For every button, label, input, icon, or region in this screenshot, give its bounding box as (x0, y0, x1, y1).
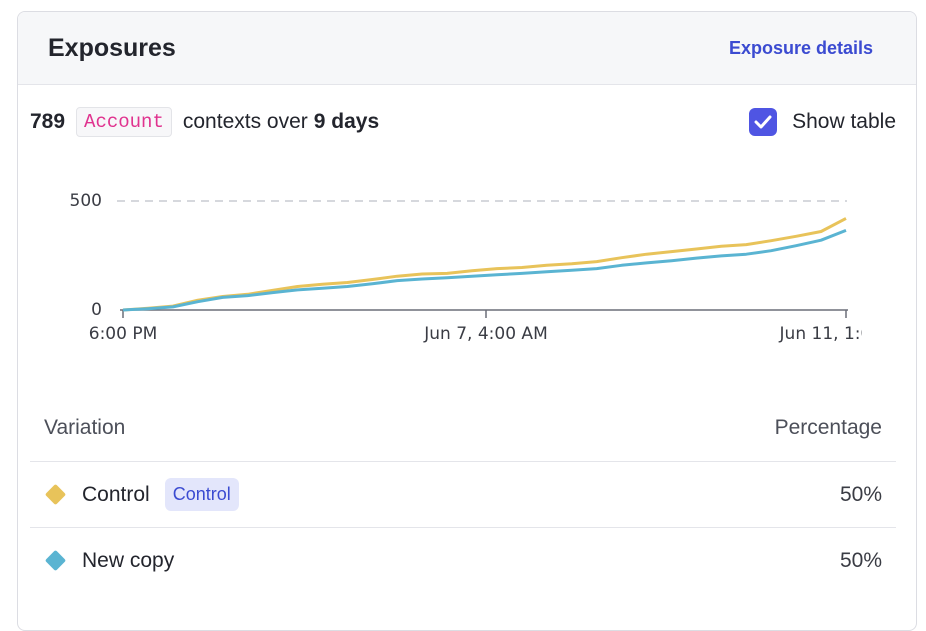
exposure-summary: 789 Account contexts over 9 days Show ta… (30, 104, 896, 140)
exposures-chart: 500 0 6:00 PM Jun 7, 4:00 AM Jun 11, 1:0… (70, 191, 862, 344)
variation-name: Control (82, 482, 150, 506)
percentage-value: 50% (839, 482, 882, 506)
table-header: Variation Percentage (30, 395, 896, 462)
checkmark-icon (754, 115, 772, 129)
show-table-toggle[interactable]: Show table (749, 108, 896, 136)
summary-text: 789 Account contexts over 9 days (30, 107, 379, 137)
variation-name: New copy (82, 548, 175, 572)
variation-table: Variation Percentage Control Control 50%… (30, 395, 896, 593)
x-tick-label-1: 6:00 PM (89, 324, 158, 344)
series-lines (122, 217, 847, 312)
variation-cell: New copy (44, 549, 174, 573)
table-row: New copy 50% (30, 528, 896, 593)
duration-text: 9 days (313, 110, 380, 133)
new-copy-diamond-icon (44, 549, 67, 572)
card-title: Exposures (48, 33, 176, 62)
exposure-details-link[interactable]: Exposure details (728, 37, 873, 58)
y-tick-label-500: 500 (70, 191, 102, 211)
table-row: Control Control 50% (30, 462, 896, 528)
exposure-count: 789 (30, 110, 66, 133)
series-line-new-copy (122, 229, 847, 312)
summary-middle-text: contexts over (182, 110, 308, 133)
show-table-checkbox[interactable] (749, 108, 778, 136)
show-table-label: Show table (792, 110, 896, 133)
variation-cell: Control Control (44, 478, 239, 511)
y-tick-label-0: 0 (91, 300, 102, 320)
x-tick-label-3: Jun 11, 1:00 PM (779, 324, 862, 344)
control-diamond-icon (44, 483, 67, 506)
percentage-column-header: Percentage (774, 416, 882, 439)
control-badge: Control (164, 478, 239, 511)
context-kind-badge: Account (76, 107, 172, 137)
x-tick-label-2: Jun 7, 4:00 AM (423, 324, 547, 344)
card-header: Exposures Exposure details (18, 12, 916, 85)
variation-column-header: Variation (44, 416, 126, 439)
percentage-value: 50% (839, 548, 882, 572)
